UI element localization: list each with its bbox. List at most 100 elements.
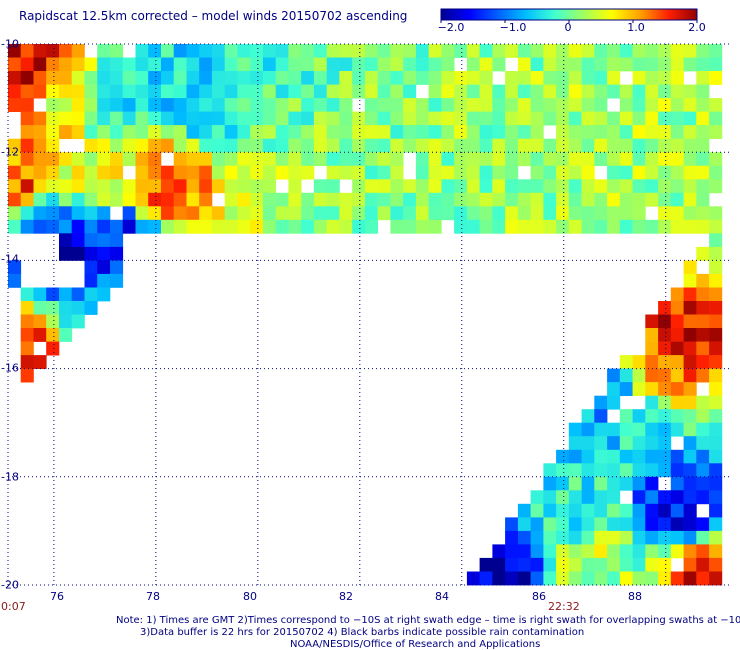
- data-cell: [161, 84, 175, 99]
- data-cell: [288, 44, 302, 58]
- x-tick-label: 84: [435, 590, 449, 603]
- data-cell: [46, 111, 60, 126]
- data-cell: [71, 57, 85, 72]
- data-cell: [301, 192, 315, 207]
- data-cell: [84, 301, 98, 315]
- data-cell: [556, 463, 570, 478]
- data-cell: [556, 219, 570, 234]
- data-cell: [20, 287, 34, 302]
- colorbar-label: 0: [564, 21, 572, 34]
- data-cell: [441, 179, 455, 194]
- data-cell: [275, 152, 289, 167]
- data-cell: [97, 260, 111, 275]
- data-cell: [709, 57, 723, 72]
- data-cell: [645, 544, 659, 559]
- data-cell: [632, 152, 646, 167]
- data-cell: [543, 503, 557, 518]
- data-cell: [339, 165, 353, 180]
- data-cell: [543, 138, 557, 153]
- data-cell: [658, 422, 672, 437]
- data-cell: [326, 44, 340, 58]
- data-cell: [59, 71, 73, 85]
- data-cell: [364, 57, 378, 72]
- data-cell: [20, 125, 34, 139]
- data-cell: [403, 111, 417, 126]
- data-cell: [211, 84, 225, 99]
- data-cell: [250, 111, 264, 126]
- data-cell: [568, 490, 582, 505]
- data-cell: [250, 138, 264, 153]
- data-cell: [428, 111, 442, 126]
- data-cell: [696, 192, 710, 207]
- data-cell: [377, 57, 391, 72]
- data-cell: [262, 57, 276, 72]
- data-cell: [173, 44, 187, 58]
- data-cell: [709, 287, 723, 302]
- data-cell: [237, 71, 251, 85]
- data-cell: [543, 463, 557, 478]
- data-cell: [339, 98, 353, 112]
- data-cell: [696, 206, 710, 221]
- data-cell: [148, 57, 162, 72]
- data-cell: [71, 71, 85, 85]
- data-cell: [237, 44, 251, 58]
- data-cell: [199, 111, 213, 126]
- data-cell: [97, 206, 111, 221]
- data-cell: [288, 179, 302, 194]
- data-cell: [568, 449, 582, 464]
- data-cell: [696, 422, 710, 437]
- data-cell: [186, 152, 200, 167]
- data-cell: [517, 44, 531, 58]
- data-cell: [161, 57, 175, 72]
- data-cell: [441, 125, 455, 139]
- data-cell: [632, 449, 646, 464]
- data-cell: [670, 179, 684, 194]
- data-cell: [709, 382, 723, 396]
- data-cell: [33, 44, 47, 58]
- data-cell: [670, 571, 684, 586]
- data-cell: [632, 44, 646, 58]
- data-cell: [173, 111, 187, 126]
- data-cell: [339, 71, 353, 85]
- data-cell: [237, 165, 251, 180]
- data-cell: [262, 98, 276, 112]
- data-cell: [683, 314, 697, 329]
- data-cell: [377, 192, 391, 207]
- data-cell: [33, 301, 47, 315]
- data-cell: [161, 219, 175, 234]
- data-cell: [84, 165, 98, 180]
- data-cell: [683, 287, 697, 302]
- data-cell: [59, 233, 73, 248]
- data-cell: [262, 152, 276, 167]
- data-cell: [619, 530, 633, 545]
- data-cell: [530, 544, 544, 559]
- data-cell: [301, 152, 315, 167]
- data-cell: [288, 192, 302, 207]
- data-cell: [20, 98, 34, 112]
- data-cell: [110, 44, 124, 58]
- data-cell: [20, 206, 34, 221]
- data-cell: [607, 219, 621, 234]
- data-cell: [696, 517, 710, 532]
- data-cell: [46, 341, 60, 356]
- data-cell: [709, 571, 723, 586]
- data-cell: [670, 341, 684, 356]
- data-cell: [709, 422, 723, 437]
- data-cell: [224, 111, 238, 126]
- data-cell: [135, 71, 149, 85]
- colorbar-label: 1.0: [627, 21, 645, 34]
- data-cell: [97, 179, 111, 194]
- data-cell: [670, 287, 684, 302]
- data-cell: [173, 138, 187, 153]
- data-cell: [84, 98, 98, 112]
- data-cell: [696, 530, 710, 545]
- data-cell: [377, 84, 391, 99]
- data-cell: [339, 84, 353, 99]
- data-cell: [20, 179, 34, 194]
- data-cell: [709, 328, 723, 342]
- data-cell: [33, 206, 47, 221]
- data-cell: [390, 98, 404, 112]
- data-cell: [8, 98, 22, 112]
- data-cell: [696, 246, 710, 261]
